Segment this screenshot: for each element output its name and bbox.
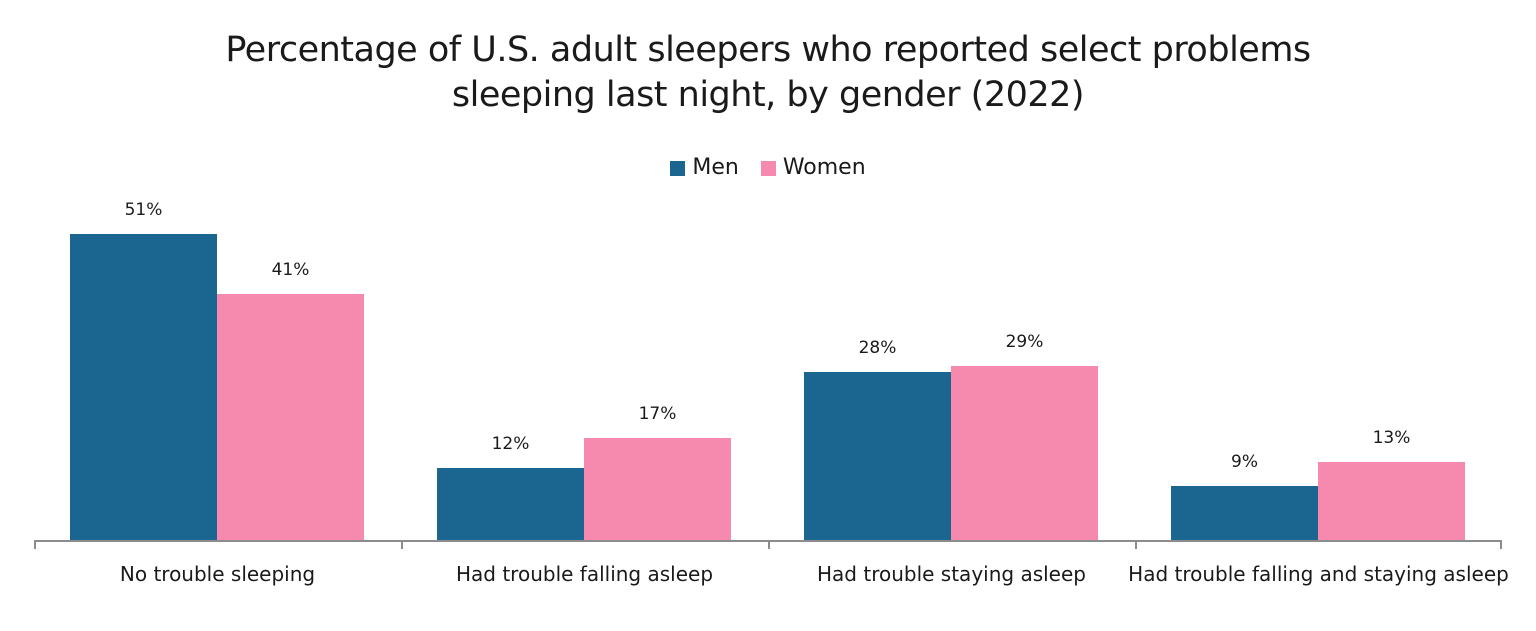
legend-swatch-men	[670, 160, 686, 176]
x-axis-tick	[401, 540, 403, 549]
data-label: 9%	[1231, 452, 1258, 472]
legend: Men Women	[0, 154, 1536, 182]
x-axis-tick	[34, 540, 36, 549]
legend-item-men[interactable]: Men	[670, 154, 739, 182]
chart-title-line-1: Percentage of U.S. adult sleepers who re…	[225, 30, 1311, 70]
data-label: 17%	[638, 404, 677, 424]
chart-title: Percentage of U.S. adult sleepers who re…	[0, 28, 1536, 118]
data-label: 13%	[1372, 428, 1411, 448]
bar-men-had-trouble-staying-asleep[interactable]	[804, 372, 951, 540]
legend-label-women: Women	[782, 155, 866, 180]
category-label-had-trouble-falling-asleep: Had trouble falling asleep	[455, 562, 714, 586]
legend-swatch-women	[760, 160, 776, 176]
bar-women-had-trouble-staying-asleep[interactable]	[951, 366, 1098, 540]
bar-men-had-trouble-falling-and-staying-asleep[interactable]	[1171, 486, 1318, 540]
category-label-had-trouble-staying-asleep: Had trouble staying asleep	[817, 562, 1086, 586]
bar-women-had-trouble-falling-and-staying-asleep[interactable]	[1318, 462, 1465, 540]
category-label-no-trouble-sleeping: No trouble sleeping	[119, 562, 316, 586]
legend-item-women[interactable]: Women	[760, 154, 866, 182]
bar-women-no-trouble-sleeping[interactable]	[217, 294, 364, 540]
chart-title-line-2: sleeping last night, by gender (2022)	[451, 75, 1085, 115]
x-axis-tick	[768, 540, 770, 549]
category-label-had-trouble-falling-and-staying-asleep: Had trouble falling and staying asleep	[1128, 562, 1509, 586]
data-label: 28%	[858, 338, 897, 358]
legend-label-men: Men	[692, 155, 739, 180]
x-axis-tick	[1135, 540, 1137, 549]
bar-men-had-trouble-falling-asleep[interactable]	[437, 468, 584, 540]
data-label: 51%	[124, 200, 163, 220]
bar-men-no-trouble-sleeping[interactable]	[70, 234, 217, 540]
bar-women-had-trouble-falling-asleep[interactable]	[584, 438, 731, 540]
x-axis-tick	[1500, 540, 1502, 549]
data-label: 29%	[1005, 332, 1044, 352]
data-label: 12%	[491, 434, 530, 454]
data-label: 41%	[271, 260, 310, 280]
